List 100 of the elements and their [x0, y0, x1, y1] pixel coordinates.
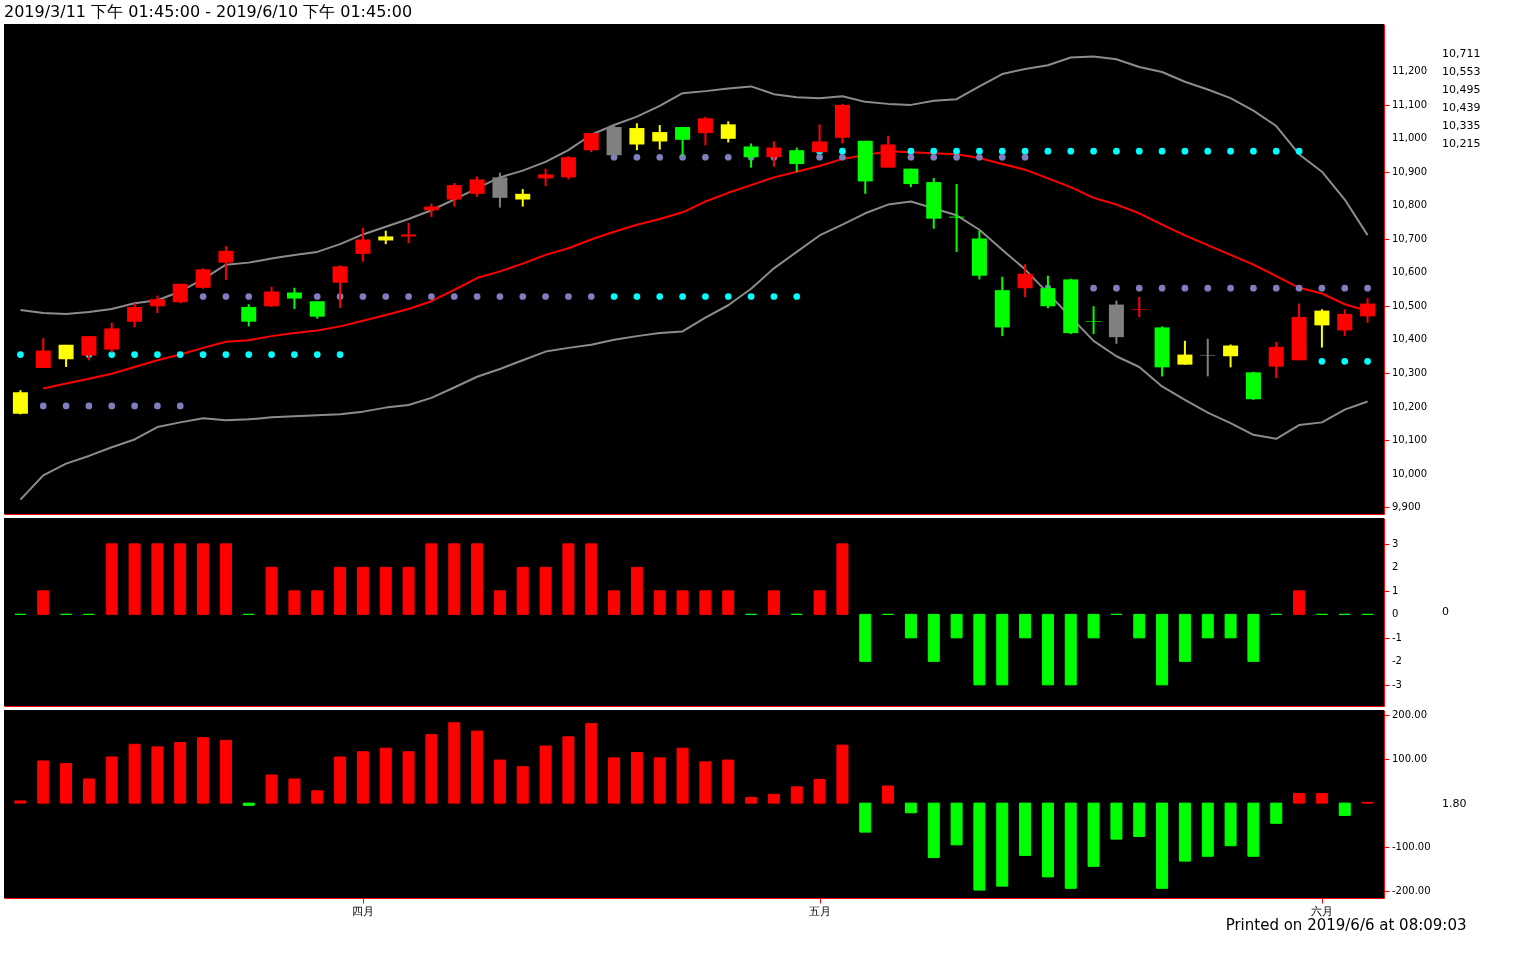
bar — [402, 566, 415, 615]
bar — [1201, 802, 1214, 857]
point — [1135, 147, 1143, 155]
bar — [219, 739, 232, 804]
point — [85, 402, 93, 410]
candlestick — [12, 389, 28, 416]
point — [656, 293, 664, 300]
point — [1181, 147, 1189, 155]
bar — [197, 737, 210, 804]
point — [633, 153, 641, 161]
point — [519, 293, 527, 300]
bar — [311, 590, 324, 615]
point — [702, 153, 709, 161]
candlestick — [629, 122, 645, 152]
bar — [973, 613, 986, 686]
y-tick-label: -200.00 — [1392, 884, 1431, 896]
bar — [950, 802, 963, 846]
y-tick-label: -2 — [1392, 655, 1402, 667]
text: 0 — [1442, 605, 1449, 618]
y-tick-label: 9,900 — [1392, 501, 1421, 513]
point — [313, 351, 321, 358]
bar — [105, 543, 118, 615]
bar — [1293, 792, 1306, 804]
bar — [311, 790, 324, 804]
bar — [1178, 613, 1191, 662]
text: 1.80 — [1442, 797, 1467, 810]
candlestick — [789, 146, 805, 173]
point — [1181, 284, 1189, 292]
bar — [402, 751, 415, 804]
bar — [334, 566, 347, 615]
bar — [288, 590, 301, 615]
bar — [1247, 802, 1260, 857]
bar — [767, 590, 780, 615]
candlestick — [469, 175, 485, 198]
bar — [1019, 613, 1032, 639]
point — [930, 153, 938, 161]
y-tick-label: -3 — [1392, 678, 1402, 690]
point — [976, 147, 983, 155]
bar — [1041, 613, 1054, 686]
chart-title: 2019/3/11 下午 01:45:00 - 2019/6/10 下午 01:45:00 — [4, 2, 413, 21]
candlestick — [949, 183, 965, 253]
point — [313, 293, 321, 300]
point — [1272, 147, 1280, 155]
point — [154, 351, 161, 358]
point — [724, 293, 732, 300]
point — [953, 147, 960, 155]
bar — [425, 734, 438, 804]
point — [1295, 284, 1303, 292]
line-series — [19, 200, 1369, 501]
bar — [539, 566, 552, 615]
point — [907, 153, 915, 161]
candlestick — [332, 264, 348, 309]
bar — [219, 543, 232, 615]
bar — [699, 590, 712, 615]
bar — [1087, 613, 1100, 639]
point — [245, 351, 253, 358]
bar — [37, 590, 50, 615]
candlestick — [766, 140, 782, 168]
bar — [334, 756, 347, 804]
bar — [813, 590, 826, 615]
bar — [1133, 802, 1146, 837]
point — [1227, 284, 1234, 292]
candlestick — [127, 302, 143, 329]
x-tick-label: 五月 — [809, 904, 832, 918]
bar — [1133, 613, 1146, 639]
point — [724, 153, 732, 161]
bar — [197, 543, 210, 615]
y-tick-label: 11,000 — [1392, 132, 1427, 144]
bar — [1064, 613, 1077, 686]
bar — [653, 757, 666, 804]
y-tick-label: 1 — [1392, 584, 1399, 596]
candlestick — [492, 171, 508, 209]
bar — [653, 590, 666, 615]
bar — [722, 590, 735, 615]
point — [1044, 147, 1052, 155]
point — [565, 293, 572, 300]
point — [1021, 147, 1029, 155]
bar — [562, 543, 575, 615]
bar — [128, 543, 141, 615]
point — [245, 293, 253, 300]
point — [131, 402, 138, 410]
point — [1272, 284, 1280, 292]
point — [1318, 284, 1326, 292]
bar — [836, 543, 849, 615]
bar — [128, 743, 141, 804]
point — [1090, 284, 1097, 292]
bar — [174, 543, 187, 615]
candlestick — [1268, 340, 1284, 380]
candlestick — [1040, 274, 1056, 310]
bar — [973, 802, 986, 891]
point — [656, 153, 664, 161]
point — [1341, 284, 1349, 292]
point — [1021, 153, 1029, 161]
point — [816, 153, 823, 161]
bar — [242, 802, 255, 806]
bar — [1110, 802, 1123, 840]
y-tick-label: -1 — [1392, 631, 1402, 643]
bar — [630, 752, 643, 804]
bar — [904, 802, 917, 814]
bar — [471, 730, 484, 804]
